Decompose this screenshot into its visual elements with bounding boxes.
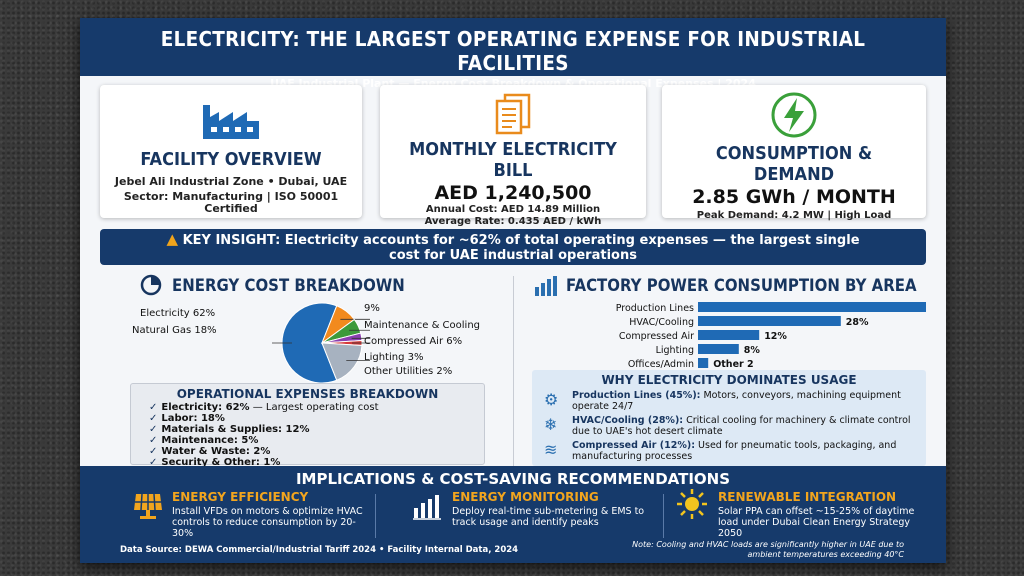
solar-panel-icon — [134, 493, 162, 519]
rec-text: Solar PPA can offset ~15-25% of daytime … — [718, 506, 915, 539]
rec-title: RENEWABLE INTEGRATION — [718, 490, 897, 504]
bar-value-label: 8% — [744, 345, 761, 356]
consumption-demand-card: CONSUMPTION & DEMAND 2.85 GWh / MONTH Pe… — [662, 85, 926, 221]
document-icon — [495, 93, 531, 135]
bar-chart-icon — [535, 276, 557, 296]
bar-value-label: Other 2 — [713, 359, 753, 370]
facility-overview-title: FACILITY OVERVIEW — [140, 149, 322, 170]
annual-cost: Annual Cost: AED 14.89 Million — [425, 204, 601, 215]
bar-chart-icon — [413, 495, 441, 520]
consumption-title: CONSUMPTION & DEMAND — [715, 143, 873, 185]
check-icon: ✓ — [149, 402, 158, 413]
rec-text: Deploy real-time sub-metering & EMS to t… — [452, 506, 645, 528]
bar-category-label: Production Lines — [616, 303, 694, 314]
factory-power-title: FACTORY POWER CONSUMPTION BY AREA — [566, 276, 917, 296]
monthly-bill-title: MONTHLY ELECTRICITY BILL — [409, 139, 617, 181]
opex-title: OPERATIONAL EXPENSES BREAKDOWN — [176, 387, 439, 401]
data-source: Data Source: DEWA Commercial/Industrial … — [120, 545, 519, 555]
bar-compressed-air — [698, 330, 760, 340]
pie-slice-natural-gas — [321, 342, 363, 381]
bar-category-label: Compressed Air — [619, 331, 694, 342]
label-maintenance-cooling: Maintenance & Cooling — [364, 320, 481, 331]
footer-divider — [375, 494, 376, 538]
opex-item: ✓ Electricity: 62% — Largest operating co… — [149, 402, 379, 413]
recommendations-footer: IMPLICATIONS & COST-SAVING RECOMMENDATIO… — [80, 466, 946, 563]
infographic-poster: ELECTRICITY: THE LARGEST OPERATING EXPEN… — [80, 18, 946, 563]
rec-energy-monitoring: ENERGY MONITORING Deploy real-time sub-m… — [413, 490, 647, 528]
operational-expenses-box: OPERATIONAL EXPENSES BREAKDOWN ✓ Electric… — [130, 383, 485, 468]
insight-line1: KEY INSIGHT: Electricity accounts for ~6… — [182, 233, 860, 248]
poster-title: ELECTRICITY: THE LARGEST OPERATING EXPEN… — [160, 27, 866, 75]
snowflake-icon: ❄ — [544, 415, 558, 434]
rec-text: Install VFDs on motors & optimize HVAC c… — [172, 506, 363, 539]
monthly-bill-value: AED 1,240,500 — [434, 182, 592, 204]
why-item-production: Production Lines (45%): Motors, conveyor… — [572, 390, 901, 412]
lightning-icon — [771, 92, 817, 138]
label-nine-percent: 9% — [364, 303, 380, 314]
footer-divider — [663, 494, 664, 538]
why-item-hvac: HVAC/Cooling (28%): Critical cooling for… — [572, 415, 911, 437]
energy-breakdown-title: ENERGY COST BREAKDOWN — [172, 276, 405, 296]
rec-energy-efficiency: ENERGY EFFICIENCY Install VFDs on motors… — [134, 490, 372, 539]
opex-item: ✓ Labor: 18% — [149, 413, 225, 424]
key-insight-banner: ▲ KEY INSIGHT: Electricity accounts for … — [100, 229, 926, 265]
check-icon: ✓ — [149, 413, 158, 424]
bar-offices-admin — [698, 358, 709, 368]
check-icon: ✓ — [149, 446, 158, 457]
sun-icon — [677, 489, 707, 519]
bar-category-label: HVAC/Cooling — [629, 317, 694, 328]
gear-icon: ⚙ — [544, 390, 559, 409]
opex-list: ✓ Electricity: 62% — Largest operating co… — [149, 402, 484, 468]
label-lighting: Lighting 3% — [364, 352, 424, 363]
factory-power-bar-chart: Production Lines45%HVAC/Cooling28%Compre… — [616, 302, 926, 370]
bar-value-label: 12% — [764, 331, 787, 342]
footer-note: Note: Cooling and HVAC loads are signifi… — [632, 540, 904, 559]
opex-item: ✓ Materials & Supplies: 12% — [149, 424, 310, 435]
label-natural-gas: Natural Gas 18% — [132, 325, 217, 336]
why-item-compressed-air: Compressed Air (12%): Used for pneumatic… — [572, 440, 897, 462]
factory-icon — [203, 105, 259, 139]
check-icon: ✓ — [149, 435, 158, 446]
why-electricity-box: WHY ELECTRICITY DOMINATES USAGE ⚙ Produc… — [532, 370, 926, 466]
warning-icon: ▲ — [166, 230, 179, 248]
wind-icon: ≋ — [544, 440, 558, 459]
rec-renewable-integration: RENEWABLE INTEGRATION Solar PPA can offs… — [677, 489, 923, 539]
bar-category-label: Offices/Admin — [628, 359, 694, 370]
why-title: WHY ELECTRICITY DOMINATES USAGE — [601, 373, 857, 387]
recommendations-title: IMPLICATIONS & COST-SAVING RECOMMENDATIO… — [295, 470, 731, 488]
bar-category-label: Lighting — [656, 345, 694, 356]
pie-chart-icon — [140, 274, 162, 296]
opex-item: ✓ Water & Waste: 2% — [149, 446, 271, 457]
label-electricity: Electricity 62% — [140, 308, 216, 319]
opex-item: ✓ Maintenance: 5% — [149, 435, 259, 446]
bar-hvac-cooling — [698, 316, 841, 326]
peak-demand: Peak Demand: 4.2 MW | High Load — [696, 210, 892, 221]
section-divider — [513, 276, 514, 466]
check-icon: ✓ — [149, 457, 158, 468]
bar-lighting — [698, 344, 739, 354]
average-rate: Average Rate: 0.435 AED / kWh — [424, 216, 602, 227]
poster-header: ELECTRICITY: THE LARGEST OPERATING EXPEN… — [80, 18, 946, 90]
facility-location: Jebel Ali Industrial Zone • Dubai, UAE — [114, 175, 348, 188]
check-icon: ✓ — [149, 424, 158, 435]
bar-production-lines — [698, 302, 926, 312]
bar-value-label: 28% — [846, 317, 869, 328]
rec-title: ENERGY EFFICIENCY — [172, 490, 309, 504]
facility-sector: Sector: Manufacturing | ISO 50001 Certif… — [123, 190, 339, 215]
insight-line2: cost for UAE industrial operations — [389, 248, 637, 263]
consumption-value: 2.85 GWh / MONTH — [692, 186, 896, 208]
opex-item: ✓ Security & Other: 1% — [149, 457, 281, 468]
energy-cost-pie-chart — [272, 302, 370, 384]
label-compressed-air: Compressed Air 6% — [364, 336, 463, 347]
label-other-utilities: Other Utilities 2% — [364, 366, 453, 377]
facility-overview-card: FACILITY OVERVIEW Jebel Ali Industrial Z… — [100, 85, 362, 218]
monthly-bill-card: MONTHLY ELECTRICITY BILL AED 1,240,500 A… — [380, 85, 646, 227]
rec-title: ENERGY MONITORING — [452, 490, 599, 504]
